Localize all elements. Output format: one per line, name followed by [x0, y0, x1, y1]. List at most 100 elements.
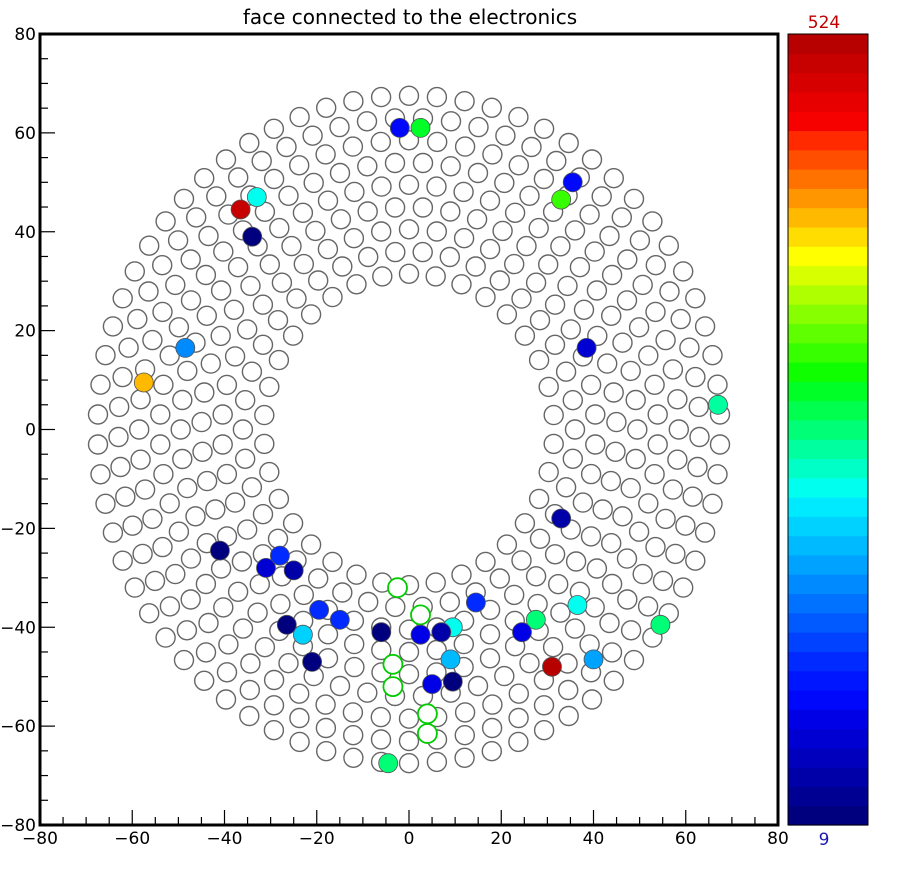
empty-cell — [599, 225, 620, 247]
x-tick-label: −60 — [114, 829, 150, 849]
empty-cell — [707, 374, 728, 395]
empty-cell — [529, 310, 551, 331]
empty-cell — [173, 188, 195, 210]
hit-cell — [276, 614, 297, 635]
empty-cell — [252, 294, 274, 315]
empty-cell — [227, 257, 249, 278]
empty-cell — [344, 656, 365, 678]
empty-cell — [581, 689, 603, 710]
empty-cell — [206, 186, 227, 207]
color-scale-step — [788, 786, 868, 807]
empty-cell — [398, 174, 420, 196]
empty-cell — [685, 550, 706, 571]
empty-cell — [344, 633, 365, 655]
color-scale-step — [788, 497, 868, 517]
chart-title: face connected to the electronics — [243, 5, 577, 29]
empty-cell — [655, 508, 676, 530]
empty-cell — [150, 404, 171, 425]
empty-cell — [195, 264, 217, 286]
empty-cell — [548, 574, 569, 595]
hit-cell — [302, 652, 323, 672]
empty-cell — [195, 573, 217, 595]
empty-cell — [667, 449, 688, 470]
empty-cell — [601, 573, 623, 595]
color-scale-step — [788, 709, 868, 730]
empty-cell — [216, 463, 238, 485]
empty-cell — [628, 521, 650, 542]
empty-cell — [645, 301, 666, 323]
empty-cell — [95, 345, 116, 366]
empty-cell — [151, 255, 173, 276]
y-tick-label: −80 — [0, 816, 36, 836]
empty-cell — [668, 419, 689, 440]
empty-cell — [504, 202, 526, 224]
empty-cell — [625, 448, 646, 470]
empty-cell — [514, 325, 536, 346]
empty-cell — [342, 702, 364, 723]
empty-cell — [495, 125, 516, 146]
empty-cell — [525, 566, 547, 587]
empty-cell — [453, 227, 475, 249]
empty-cell — [454, 136, 476, 157]
empty-cell — [346, 274, 367, 295]
empty-cell — [482, 144, 503, 165]
empty-cell — [195, 642, 217, 663]
empty-cell — [652, 570, 674, 592]
empty-cell — [638, 345, 659, 366]
color-scale-step — [788, 651, 868, 672]
empty-cell — [271, 272, 293, 293]
empty-cell — [252, 504, 274, 525]
empty-cell — [385, 241, 406, 263]
hit-cell — [551, 508, 572, 529]
color-scale-step — [788, 805, 868, 826]
color-scale-step — [788, 767, 868, 788]
empty-cell — [627, 419, 648, 440]
empty-cell — [385, 596, 406, 618]
empty-cell — [165, 563, 186, 585]
empty-cell — [685, 288, 706, 309]
empty-cell — [138, 603, 160, 624]
empty-cell — [370, 729, 392, 750]
empty-cell — [538, 254, 559, 275]
empty-cell — [267, 528, 289, 549]
empty-cell — [581, 149, 603, 170]
empty-cell — [344, 181, 365, 203]
empty-cell — [263, 168, 285, 190]
empty-cell — [269, 217, 290, 239]
empty-cell — [508, 683, 529, 704]
color-scale-bar — [787, 33, 869, 826]
color-scale-step — [788, 361, 868, 382]
empty-cell — [159, 493, 180, 514]
empty-cell — [479, 190, 501, 211]
color-scale-step — [788, 689, 868, 710]
empty-cell — [177, 477, 198, 499]
empty-cell — [303, 172, 324, 194]
hit-cell — [551, 189, 572, 210]
empty-cell — [194, 382, 215, 403]
empty-cell — [398, 664, 420, 685]
x-tick-label: 60 — [675, 829, 697, 849]
empty-cell — [384, 197, 406, 218]
empty-cell — [412, 241, 433, 263]
empty-cell — [191, 411, 212, 433]
outlined-cell — [382, 653, 404, 675]
empty-cell — [308, 568, 329, 589]
empty-cell — [343, 90, 364, 112]
empty-cell — [599, 612, 620, 634]
hit-cell — [329, 609, 350, 630]
empty-cell — [317, 190, 339, 211]
empty-cell — [270, 593, 291, 615]
empty-cell — [259, 254, 280, 275]
empty-cell — [533, 720, 555, 741]
empty-cell — [198, 225, 219, 247]
empty-cell — [241, 361, 263, 382]
empty-cell — [496, 304, 518, 325]
color-scale-max-label: 524 — [808, 13, 840, 33]
empty-cell — [138, 281, 159, 302]
hit-cell — [175, 337, 196, 358]
color-scale-step — [788, 670, 868, 691]
empty-cell — [268, 488, 290, 510]
color-scale-step — [788, 304, 868, 324]
hit-cell — [410, 624, 431, 645]
x-tick-label: −20 — [299, 829, 335, 849]
